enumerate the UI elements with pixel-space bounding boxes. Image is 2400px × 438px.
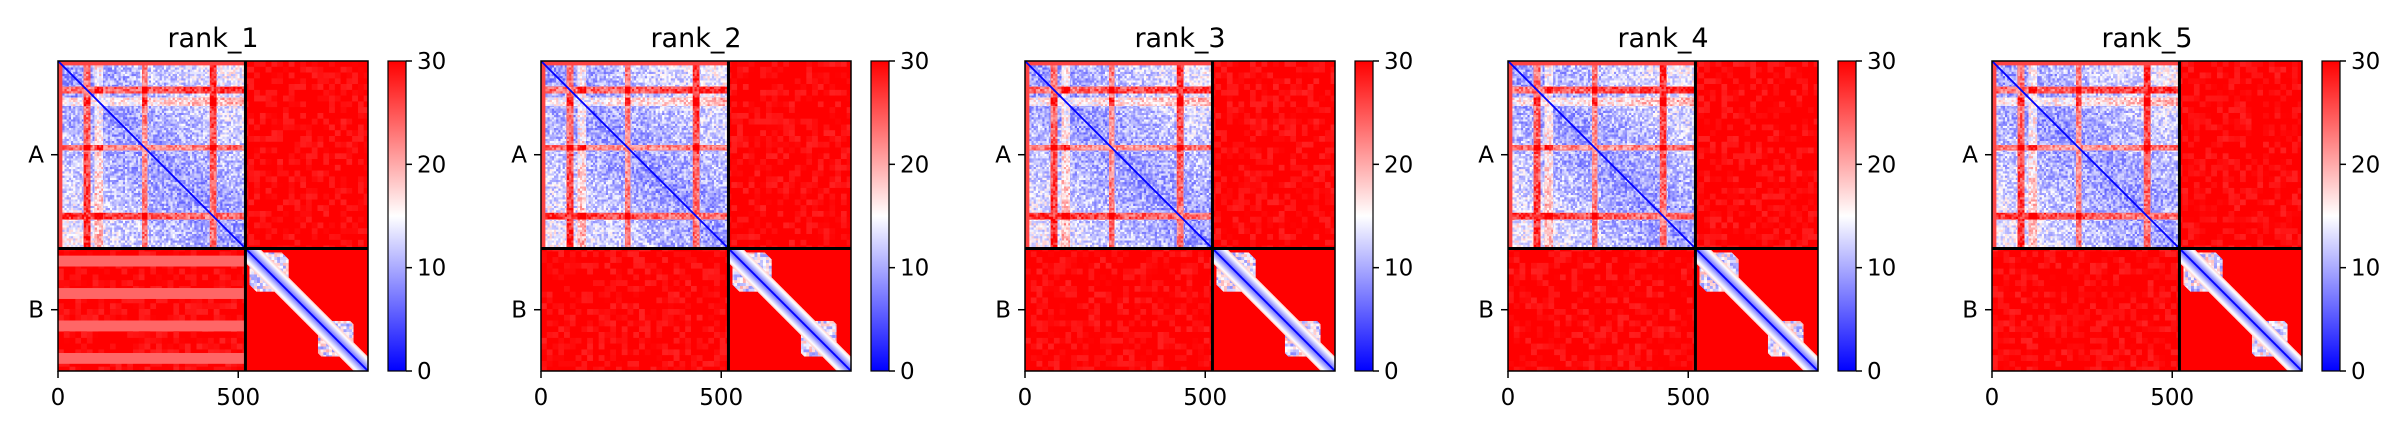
chain-label: B <box>1962 298 1978 324</box>
colorbar-tick-label: 20 <box>2351 152 2380 178</box>
x-tick-label: 0 <box>1018 385 1033 411</box>
colorbar-tick-label: 0 <box>2351 359 2366 385</box>
colorbar-tick-label: 0 <box>417 359 432 385</box>
colorbar-tick-label: 20 <box>900 152 929 178</box>
plot-frame <box>540 60 852 372</box>
panel-title: rank_4 <box>1617 23 1708 54</box>
colorbar-tick-label: 0 <box>1867 359 1882 385</box>
colorbar-tick-label: 10 <box>1867 256 1896 282</box>
x-tick-label: 500 <box>216 385 260 411</box>
chain-label: A <box>995 143 1011 169</box>
colorbar-tick-label: 30 <box>1867 49 1896 75</box>
colorbar-tick-label: 10 <box>900 256 929 282</box>
heatmap-image <box>1025 61 1335 371</box>
x-tick-label: 0 <box>51 385 66 411</box>
colorbar-tick-label: 30 <box>1384 49 1413 75</box>
panel-title: rank_5 <box>2101 23 2192 54</box>
plot-frame <box>1507 60 1819 372</box>
chain-label: B <box>28 298 44 324</box>
plot-frame <box>57 60 369 372</box>
colorbar <box>387 60 407 372</box>
heatmap-image <box>1992 61 2302 371</box>
chain-label: B <box>995 298 1011 324</box>
heatmap-image <box>541 61 851 371</box>
chain-label: B <box>511 298 527 324</box>
colorbar <box>2321 60 2341 372</box>
heatmap-image <box>58 61 368 371</box>
x-tick-label: 500 <box>699 385 743 411</box>
colorbar-tick-label: 10 <box>1384 256 1413 282</box>
plot-frame <box>1991 60 2303 372</box>
x-tick-label: 500 <box>1666 385 1710 411</box>
chain-label: A <box>1962 143 1978 169</box>
colorbar-tick-label: 30 <box>417 49 446 75</box>
colorbar <box>1354 60 1374 372</box>
plot-frame <box>1024 60 1336 372</box>
x-tick-label: 0 <box>1985 385 2000 411</box>
colorbar-tick-label: 30 <box>2351 49 2380 75</box>
colorbar <box>870 60 890 372</box>
colorbar-tick-label: 0 <box>1384 359 1399 385</box>
panel-title: rank_2 <box>650 23 741 54</box>
chain-label: A <box>28 143 44 169</box>
chain-label: A <box>511 143 527 169</box>
colorbar-tick-label: 20 <box>417 152 446 178</box>
panel-title: rank_1 <box>167 23 258 54</box>
heatmap-image <box>1508 61 1818 371</box>
colorbar-tick-label: 20 <box>1384 152 1413 178</box>
colorbar-tick-label: 0 <box>900 359 915 385</box>
panel-2: rank_2 0 500 A B 0 10 20 30 <box>511 23 929 411</box>
x-tick-label: 500 <box>1183 385 1227 411</box>
panel-1: rank_1 0 500 A B 0 10 20 30 <box>28 23 446 411</box>
colorbar-tick-label: 10 <box>2351 256 2380 282</box>
x-tick-label: 500 <box>2150 385 2194 411</box>
colorbar-tick-label: 30 <box>900 49 929 75</box>
colorbar-tick-label: 10 <box>417 256 446 282</box>
chain-label: A <box>1478 143 1494 169</box>
x-tick-label: 0 <box>534 385 549 411</box>
chain-label: B <box>1478 298 1494 324</box>
colorbar <box>1837 60 1857 372</box>
panel-title: rank_3 <box>1134 23 1225 54</box>
panel-3: rank_3 0 500 A B 0 10 20 30 <box>995 23 1413 411</box>
panel-5: rank_5 0 500 A B 0 10 20 30 <box>1962 23 2380 411</box>
panel-4: rank_4 0 500 A B 0 10 20 30 <box>1478 23 1896 411</box>
x-tick-label: 0 <box>1501 385 1516 411</box>
colorbar-tick-label: 20 <box>1867 152 1896 178</box>
